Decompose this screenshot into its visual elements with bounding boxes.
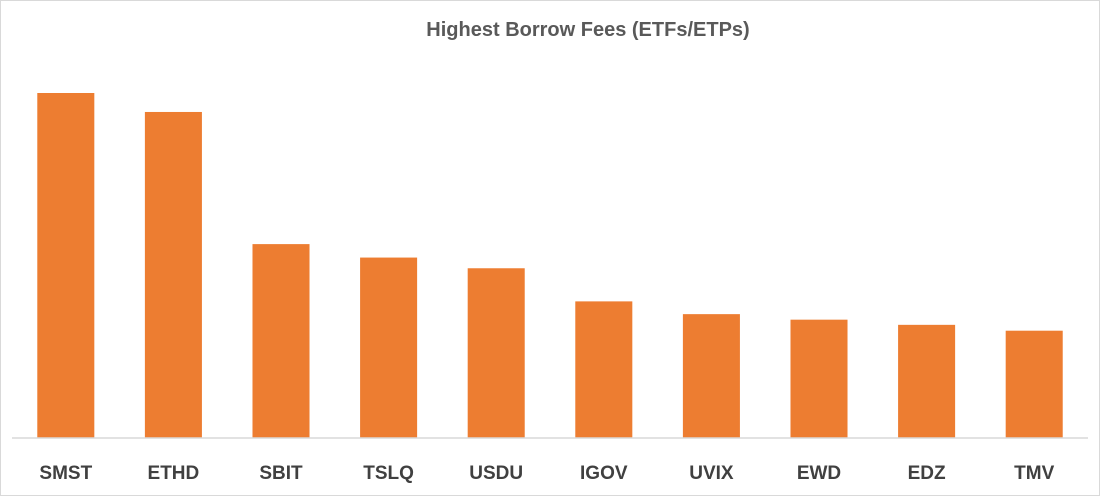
- x-tick-label-ewd: EWD: [797, 463, 841, 484]
- x-tick-label-igov: IGOV: [580, 463, 628, 484]
- bar-tmv: [1005, 330, 1063, 438]
- bar-uvix: [682, 314, 740, 438]
- bar-usdu: [467, 268, 525, 438]
- x-tick-labels: SMST ETHD SBIT TSLQ USDU IGOV UVIX EWD EDZ TMV: [39, 463, 1054, 484]
- x-tick-label-tmv: TMV: [1014, 463, 1054, 484]
- chart-title: Highest Borrow Fees (ETFs/ETPs): [426, 19, 749, 41]
- bar-ethd: [144, 111, 202, 438]
- x-tick-label-uvix: UVIX: [689, 463, 734, 484]
- x-tick-label-sbit: SBIT: [259, 463, 303, 484]
- bar-ewd: [790, 319, 848, 438]
- x-tick-label-usdu: USDU: [469, 463, 523, 484]
- bar-smst: [37, 93, 95, 438]
- bar-edz: [898, 324, 956, 438]
- bar-igov: [575, 301, 633, 438]
- bar-sbit: [252, 244, 310, 438]
- x-tick-label-tslq: TSLQ: [363, 463, 414, 484]
- bars-group: [37, 93, 1063, 438]
- bar-tslq: [360, 257, 418, 438]
- x-tick-label-smst: SMST: [39, 463, 92, 484]
- x-tick-label-ethd: ETHD: [148, 463, 200, 484]
- x-tick-label-edz: EDZ: [908, 463, 946, 484]
